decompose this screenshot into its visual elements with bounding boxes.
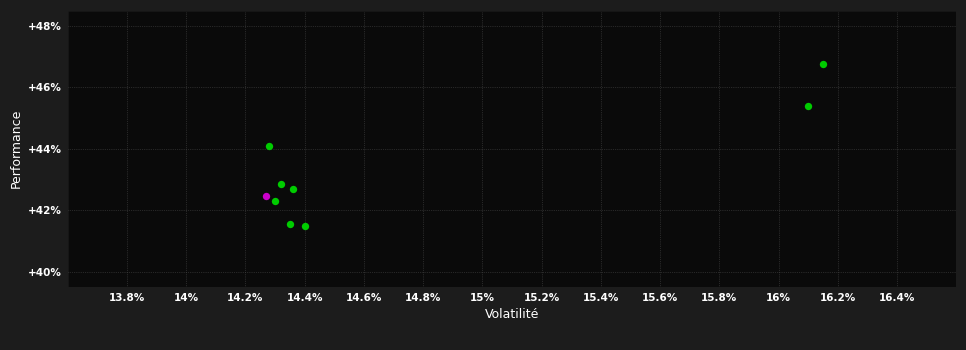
Point (268, 198, 283, 204)
Point (273, 181, 289, 187)
X-axis label: Volatilité: Volatilité (485, 308, 539, 321)
Y-axis label: Performance: Performance (10, 109, 22, 188)
Point (801, 103, 816, 108)
Point (262, 143, 277, 148)
Point (285, 186, 300, 191)
Point (258, 194, 273, 199)
Point (297, 223, 312, 228)
Point (282, 221, 298, 227)
Point (815, 62, 831, 67)
